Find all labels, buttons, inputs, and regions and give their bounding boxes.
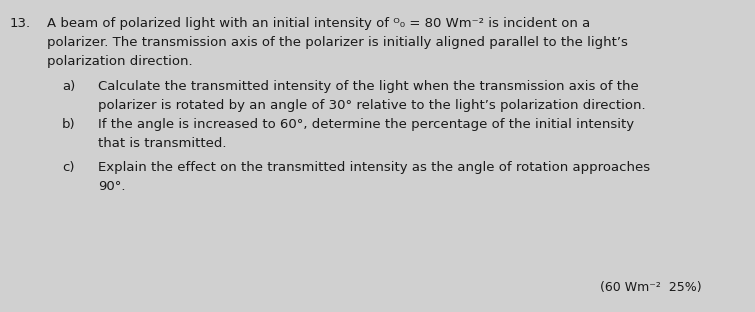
Text: A beam of polarized light with an initial intensity of ᴼ₀ = 80 Wm⁻² is incident : A beam of polarized light with an initia… [47,17,590,30]
Text: 13.: 13. [10,17,31,30]
Text: Explain the effect on the transmitted intensity as the angle of rotation approac: Explain the effect on the transmitted in… [98,161,650,174]
Text: that is transmitted.: that is transmitted. [98,137,226,150]
Text: b): b) [62,118,76,131]
Text: If the angle is increased to 60°, determine the percentage of the initial intens: If the angle is increased to 60°, determ… [98,118,634,131]
Text: polarization direction.: polarization direction. [47,55,193,68]
Text: polarizer is rotated by an angle of 30° relative to the light’s polarization dir: polarizer is rotated by an angle of 30° … [98,99,646,112]
Text: 90°.: 90°. [98,180,125,193]
Text: Calculate the transmitted intensity of the light when the transmission axis of t: Calculate the transmitted intensity of t… [98,80,639,93]
Text: c): c) [62,161,75,174]
Text: polarizer. The transmission axis of the polarizer is initially aligned parallel : polarizer. The transmission axis of the … [47,36,627,49]
Text: (60 Wm⁻²  25%): (60 Wm⁻² 25%) [600,281,702,294]
Text: a): a) [62,80,76,93]
